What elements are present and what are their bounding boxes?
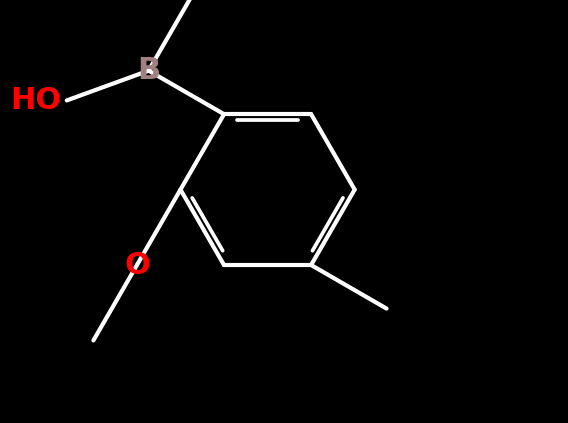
Text: B: B	[137, 56, 160, 85]
Text: HO: HO	[11, 86, 62, 115]
Text: O: O	[124, 250, 150, 280]
